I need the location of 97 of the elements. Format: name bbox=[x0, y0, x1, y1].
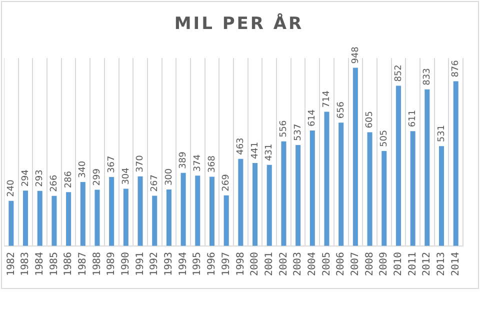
bar bbox=[123, 188, 128, 246]
bar bbox=[453, 81, 458, 246]
x-tick-label: 1998 bbox=[235, 252, 246, 276]
data-label: 833 bbox=[422, 68, 432, 86]
x-tick-label: 1996 bbox=[206, 252, 218, 276]
bar bbox=[52, 196, 57, 246]
chart-title: MIL PER ÅR bbox=[173, 14, 305, 34]
x-tick-label: 1992 bbox=[149, 252, 160, 276]
x-tick-label: 1995 bbox=[192, 252, 204, 276]
x-tick-label: 2013 bbox=[436, 252, 448, 276]
bar bbox=[438, 146, 444, 246]
x-tick-label: 2014 bbox=[450, 252, 462, 276]
data-label: 266 bbox=[50, 174, 60, 192]
bar bbox=[94, 190, 100, 246]
x-tick-label: 1994 bbox=[178, 252, 189, 276]
data-label: 531 bbox=[436, 124, 447, 142]
data-label: 852 bbox=[394, 64, 404, 82]
data-label: 240 bbox=[6, 179, 17, 197]
data-label: 948 bbox=[350, 46, 361, 64]
x-tick-label: 1988 bbox=[92, 252, 103, 276]
data-label: 367 bbox=[106, 156, 117, 173]
bar bbox=[66, 192, 72, 246]
data-label: 370 bbox=[136, 154, 146, 172]
data-label: 294 bbox=[20, 169, 31, 187]
bar bbox=[152, 196, 158, 246]
data-label: 286 bbox=[64, 170, 74, 188]
data-label: 537 bbox=[293, 124, 304, 142]
x-tick-label: 2003 bbox=[292, 252, 304, 276]
bar bbox=[138, 176, 143, 246]
bar bbox=[23, 190, 28, 246]
bar bbox=[195, 176, 200, 246]
x-tick-label: 2001 bbox=[264, 252, 275, 276]
bar bbox=[209, 176, 214, 246]
data-label: 441 bbox=[250, 142, 260, 160]
data-label: 299 bbox=[92, 168, 103, 186]
bar bbox=[238, 158, 244, 246]
bar bbox=[281, 141, 286, 246]
data-label: 614 bbox=[308, 109, 318, 127]
data-label: 389 bbox=[178, 151, 189, 169]
bar bbox=[8, 200, 14, 246]
x-tick-label: 2005 bbox=[321, 252, 332, 276]
x-tick-label: 1997 bbox=[220, 252, 232, 276]
x-tick-label: 2002 bbox=[278, 252, 290, 276]
x-tick-label: 1991 bbox=[134, 252, 146, 276]
data-label: 300 bbox=[164, 168, 174, 186]
data-label: 267 bbox=[150, 174, 160, 192]
x-tick-label: 1982 bbox=[6, 252, 17, 276]
bar bbox=[252, 163, 258, 246]
bar bbox=[266, 164, 272, 246]
x-tick-label: 1989 bbox=[106, 252, 118, 276]
data-label: 656 bbox=[336, 101, 346, 119]
bar bbox=[296, 145, 301, 246]
bar bbox=[367, 132, 372, 246]
x-tick-label: 2011 bbox=[407, 252, 418, 276]
bar bbox=[80, 182, 86, 246]
x-tick-label: 1986 bbox=[63, 252, 74, 276]
bar bbox=[396, 86, 401, 246]
data-label: 714 bbox=[322, 90, 332, 108]
data-label: 293 bbox=[35, 170, 46, 187]
bar bbox=[224, 195, 229, 246]
bar bbox=[324, 112, 330, 246]
bar bbox=[382, 151, 387, 246]
bar bbox=[37, 190, 42, 246]
x-tick-label: 2008 bbox=[364, 252, 376, 276]
x-tick-label: 1985 bbox=[48, 252, 60, 276]
x-tick-label: 2012 bbox=[422, 252, 433, 276]
data-label: 876 bbox=[451, 60, 462, 78]
data-label: 505 bbox=[379, 130, 390, 148]
bar bbox=[166, 190, 172, 246]
data-label: 605 bbox=[365, 111, 376, 128]
data-label: 304 bbox=[121, 167, 132, 185]
bar bbox=[338, 122, 344, 246]
x-tick-label: 2009 bbox=[378, 252, 390, 276]
bar bbox=[109, 176, 114, 246]
x-tick-label: 2010 bbox=[393, 252, 404, 276]
data-label: 374 bbox=[192, 154, 203, 172]
data-label: 556 bbox=[279, 120, 290, 138]
data-label: 340 bbox=[78, 160, 88, 178]
x-tick-label: 2006 bbox=[336, 252, 347, 276]
bar bbox=[180, 172, 186, 246]
x-tick-label: 1984 bbox=[34, 252, 46, 276]
bar bbox=[310, 130, 315, 246]
data-label: 611 bbox=[408, 110, 418, 128]
x-tick-label: 1987 bbox=[77, 252, 88, 276]
bar bbox=[410, 131, 416, 246]
data-label: 431 bbox=[264, 144, 275, 161]
x-tick-label: 2007 bbox=[350, 252, 362, 276]
x-tick-label: 1990 bbox=[120, 252, 132, 276]
bar bbox=[352, 68, 358, 246]
bar bbox=[424, 89, 430, 246]
x-tick-label: 2000 bbox=[250, 252, 261, 276]
data-label: 269 bbox=[222, 174, 232, 192]
x-tick-label: 1983 bbox=[20, 252, 32, 276]
x-tick-label: 2004 bbox=[306, 252, 318, 276]
x-tick-label: 1993 bbox=[164, 252, 175, 276]
data-label: 368 bbox=[207, 155, 218, 173]
data-label: 463 bbox=[236, 138, 246, 155]
